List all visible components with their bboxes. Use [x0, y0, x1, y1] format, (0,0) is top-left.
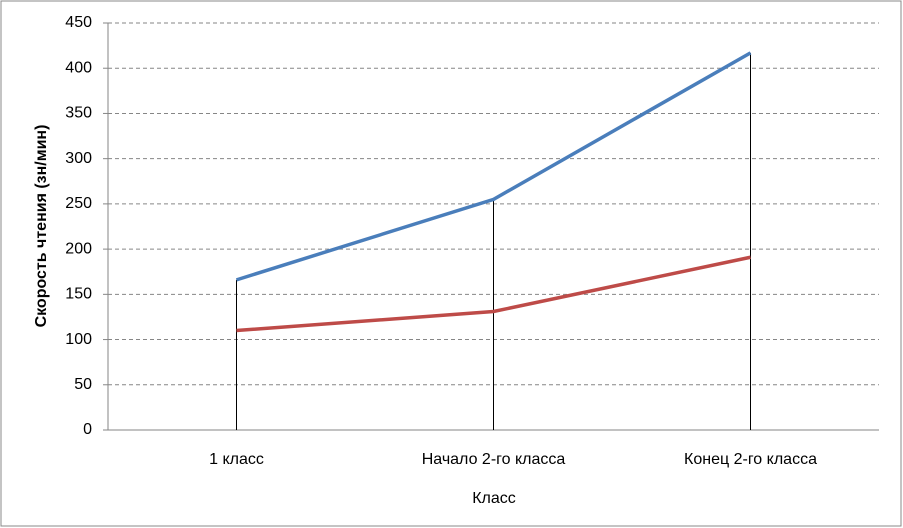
y-tick-label: 150: [65, 286, 92, 303]
x-tick-label: Конец 2-го класса: [684, 451, 817, 468]
y-tick-label: 0: [83, 421, 92, 438]
y-tick-label: 100: [65, 331, 92, 348]
y-tick-label: 450: [65, 14, 92, 31]
x-axis-title: Класс: [472, 490, 516, 507]
series-line: [236, 255, 751, 333]
y-tick-label: 300: [65, 150, 92, 167]
y-tick-label: 400: [65, 59, 92, 76]
y-axis-title: Скорость чтения (зн/мин): [33, 125, 50, 328]
y-tick-label: 350: [65, 105, 92, 122]
y-tick-label: 200: [65, 240, 92, 257]
x-tick-label: Начало 2-го класса: [422, 451, 566, 468]
x-tick-label: 1 класс: [209, 451, 264, 468]
y-tick-label: 50: [74, 376, 92, 393]
y-tick-label: 250: [65, 195, 92, 212]
series-line: [235, 51, 752, 282]
